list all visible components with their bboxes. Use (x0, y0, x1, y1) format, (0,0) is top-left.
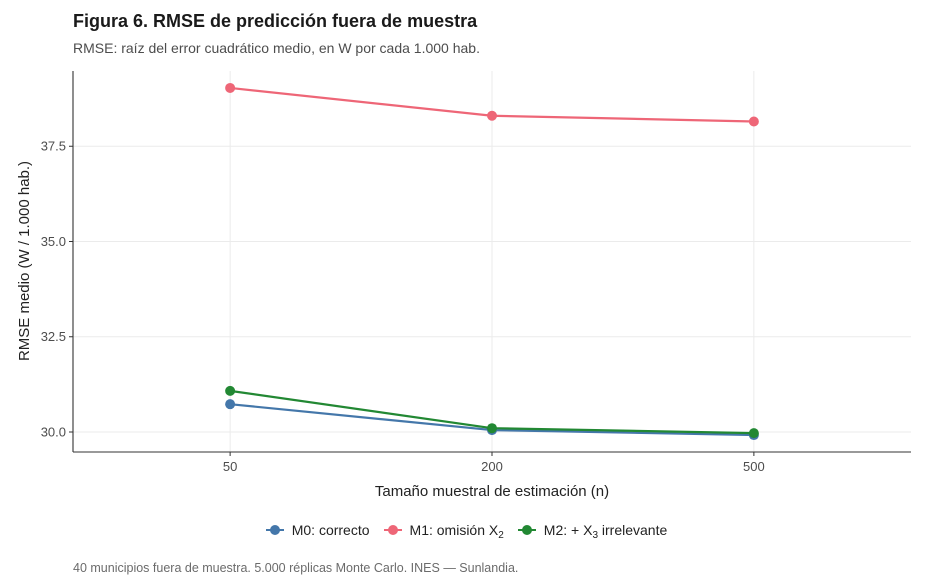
legend-label: M0: correcto (291, 522, 370, 538)
legend-key-icon (382, 523, 404, 537)
legend-item: M0: correcto (264, 522, 370, 538)
data-point (225, 399, 236, 410)
y-tick-label: 35.0 (41, 234, 66, 249)
y-axis-title: RMSE medio (W / 1.000 hab.) (16, 161, 33, 361)
series-1 (225, 82, 759, 127)
legend-label: M2: + X3 irrelevante (543, 522, 668, 541)
data-point (487, 423, 497, 434)
y-tick-label: 30.0 (41, 424, 66, 439)
data-point (748, 116, 759, 127)
x-tick-label: 500 (743, 459, 765, 474)
legend-item: M1: omisión X2 (382, 522, 504, 541)
legend-key-icon (516, 523, 538, 537)
gridlines (73, 71, 911, 452)
series-2 (225, 385, 759, 439)
legend-label: M1: omisión X2 (409, 522, 504, 541)
chart-subtitle: RMSE: raíz del error cuadrático medio, e… (73, 40, 480, 56)
y-tick-label: 32.5 (41, 329, 66, 344)
data-point (748, 428, 759, 439)
data-point (225, 385, 236, 396)
legend: M0: correcto M1: omisión X2 M2: + X3 irrel… (0, 522, 931, 541)
axes: 30.0 32.5 35.0 37.5 50 200 500 (41, 71, 911, 474)
data-point (487, 110, 497, 121)
x-axis-title: Tamaño muestral de estimación (n) (375, 483, 609, 500)
y-tick-label: 37.5 (41, 139, 66, 154)
chart-title: Figura 6. RMSE de predicción fuera de mu… (73, 11, 478, 31)
x-tick-label: 50 (223, 459, 237, 474)
x-tick-label: 200 (481, 459, 503, 474)
plot-area: 30.0 32.5 35.0 37.5 50 200 500 Tamaño muestral… (16, 71, 911, 500)
chart-caption: 40 municipios fuera de muestra. 5.000 ré… (73, 561, 519, 575)
legend-key-icon (264, 523, 286, 537)
legend-item: M2: + X3 irrelevante (516, 522, 668, 541)
series-group (225, 82, 759, 441)
data-point (225, 82, 236, 93)
